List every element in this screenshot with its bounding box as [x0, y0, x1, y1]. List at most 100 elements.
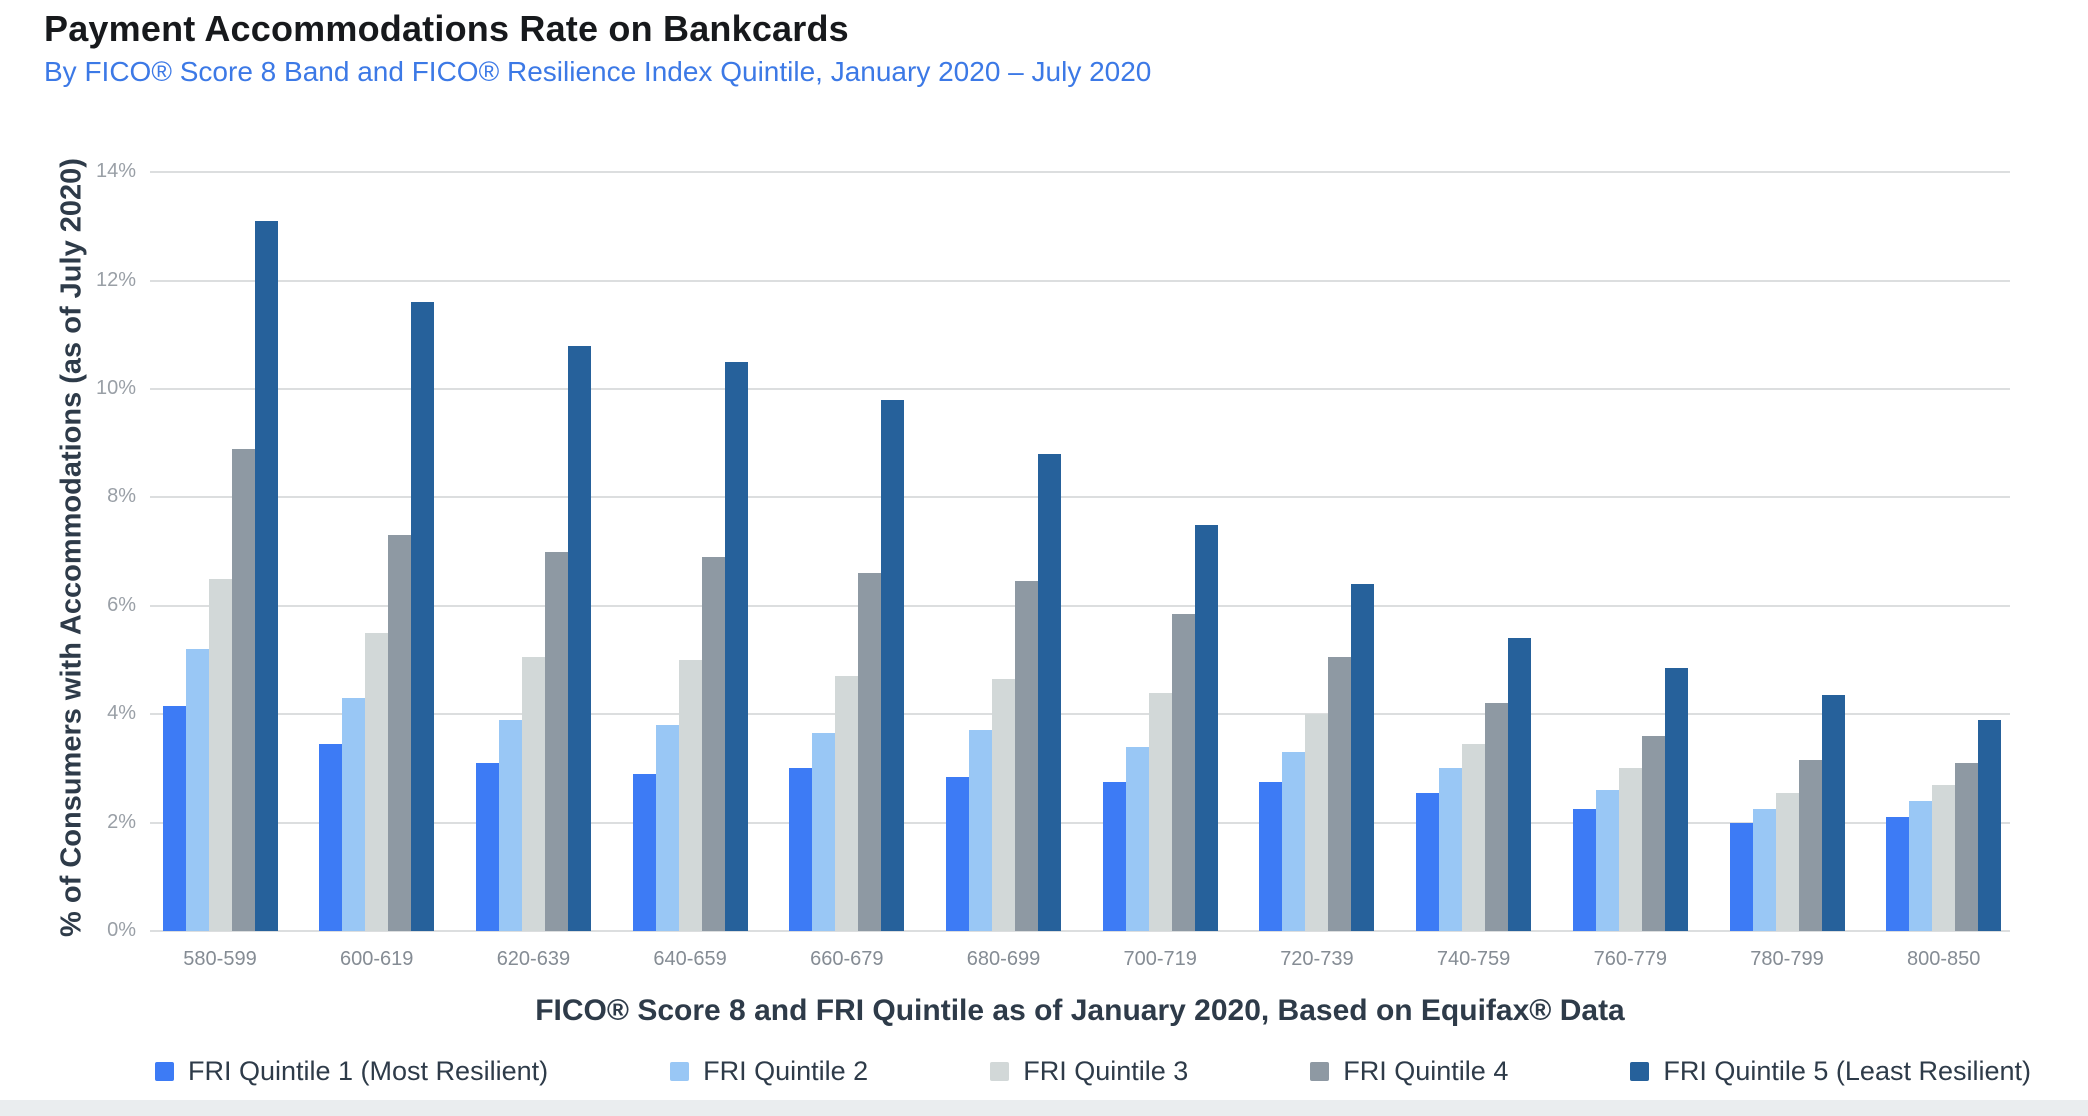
legend-swatch-icon: [990, 1062, 1010, 1081]
bar: [1462, 744, 1486, 931]
legend-swatch-icon: [155, 1062, 174, 1081]
bar: [969, 730, 992, 931]
bar: [1821, 695, 1845, 931]
gridline: [150, 930, 2010, 932]
bar: [1886, 817, 1910, 931]
bar: [231, 448, 255, 931]
bar: [1282, 752, 1306, 931]
page-title: Payment Accommodations Rate on Bankcards: [44, 8, 849, 49]
bar: [992, 678, 1015, 931]
legend-swatch-icon: [670, 1062, 690, 1081]
chart-legend: FRI Quintile 1 (Most Resilient) FRI Quint…: [155, 1056, 2031, 1087]
bar: [946, 776, 969, 931]
bar: [1038, 454, 1061, 931]
gridline: [150, 171, 2010, 174]
bar: [1194, 524, 1218, 931]
bar: [1305, 714, 1329, 931]
x-category-label: 780-799: [1750, 948, 1824, 970]
bar: [835, 676, 859, 931]
bar: [1752, 809, 1776, 931]
gridline: [150, 604, 2010, 607]
bar: [185, 649, 209, 931]
legend-label: FRI Quintile 3: [1023, 1056, 1189, 1086]
y-tick-label: 2%: [107, 810, 136, 833]
bar: [1909, 800, 1933, 931]
legend-swatch-icon: [1310, 1062, 1330, 1081]
bar: [498, 719, 522, 931]
bar: [1439, 768, 1463, 931]
bar: [1798, 760, 1822, 931]
bar: [342, 697, 366, 931]
gridline: [150, 496, 2010, 499]
bar: [162, 706, 186, 931]
bar: [475, 762, 499, 931]
bar: [1508, 638, 1532, 931]
bar: [812, 733, 836, 931]
legend-label: FRI Quintile 2: [703, 1056, 869, 1086]
x-category-label: 680-699: [966, 948, 1041, 970]
bar: [1125, 746, 1149, 931]
bar: [1171, 613, 1195, 931]
bar: [1485, 703, 1509, 931]
gridline: [150, 821, 2010, 824]
bar: [1015, 581, 1038, 931]
x-category-label: 600-619: [339, 948, 414, 970]
legend-label: FRI Quintile 5 (Least Resilient): [1663, 1056, 2031, 1086]
bar: [1955, 762, 1979, 931]
bar: [1932, 784, 1956, 931]
bar: [678, 660, 702, 931]
bar: [1102, 781, 1126, 931]
y-tick-label: 4%: [107, 702, 136, 725]
legend-item: FRI Quintile 2: [670, 1056, 868, 1087]
bar: [1618, 768, 1642, 931]
bar: [319, 744, 343, 931]
y-tick-label: 12%: [95, 268, 136, 291]
x-category-label: 660-679: [810, 948, 884, 970]
bar: [521, 657, 545, 931]
x-category-label: 740-759: [1436, 948, 1511, 970]
x-category-label: 760-779: [1593, 948, 1667, 970]
legend-item: FRI Quintile 5 (Least Resilient): [1630, 1056, 2031, 1087]
x-category-label: 580-599: [183, 948, 257, 970]
bar: [567, 345, 591, 931]
bar: [701, 557, 725, 931]
gridline: [150, 713, 2010, 716]
bar: [858, 573, 882, 931]
y-tick-label: 6%: [107, 593, 136, 616]
x-category-label: 700-719: [1123, 948, 1197, 970]
bar: [544, 551, 568, 931]
footer-strip: [0, 1100, 2088, 1116]
bar: [881, 399, 905, 931]
page-subtitle: By FICO® Score 8 Band and FICO® Resilien…: [44, 56, 1152, 87]
legend-swatch-icon: [1630, 1062, 1650, 1081]
x-category-label: 620-639: [496, 948, 571, 970]
bar: [1775, 792, 1799, 931]
y-tick-label: 0%: [107, 919, 136, 941]
bar: [1729, 822, 1753, 931]
x-category-label: 800-850: [1906, 948, 1981, 970]
bar: [1328, 657, 1352, 931]
bar: [1148, 692, 1172, 931]
x-axis-title: FICO® Score 8 and FRI Quintile as of Jan…: [535, 994, 1625, 1027]
y-tick-label: 14%: [95, 160, 136, 183]
x-category-label: 720-739: [1280, 948, 1354, 970]
bar: [365, 632, 389, 931]
y-axis-title: % of Consumers with Accommodations (as o…: [55, 158, 88, 937]
legend-label: FRI Quintile 1 (Most Resilient): [188, 1056, 549, 1086]
legend-item: FRI Quintile 3: [990, 1056, 1188, 1087]
bar: [1351, 584, 1375, 931]
bar: [208, 578, 232, 931]
bar: [1978, 719, 2002, 931]
bar: [388, 535, 412, 931]
bar: [724, 361, 748, 931]
gridline: [150, 279, 2010, 282]
bar: [1572, 809, 1596, 931]
bar: [1416, 792, 1440, 931]
bar: [1595, 790, 1619, 931]
y-tick-label: 8%: [107, 485, 136, 508]
legend-label: FRI Quintile 4: [1343, 1056, 1509, 1086]
bar: [411, 302, 435, 931]
bar: [655, 725, 679, 931]
y-tick-label: 10%: [95, 377, 136, 399]
legend-item: FRI Quintile 1 (Most Resilient): [155, 1056, 548, 1087]
